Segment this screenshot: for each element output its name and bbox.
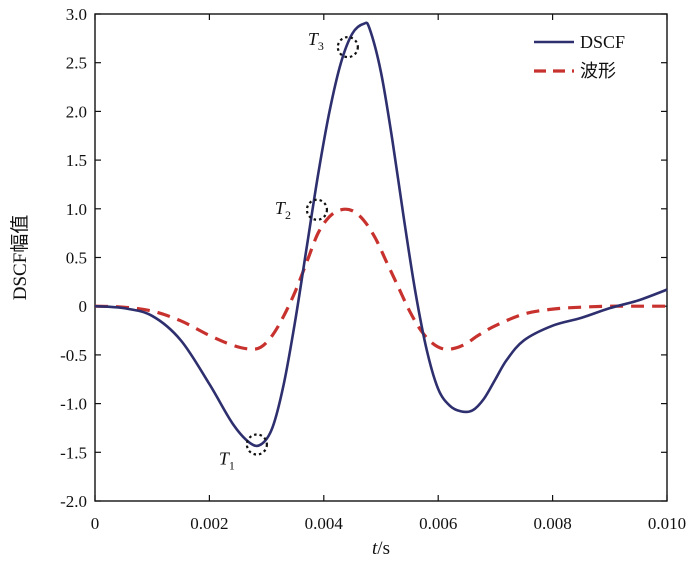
y-tick-label: -1.0 — [60, 395, 87, 414]
annotation-circle-3 — [336, 36, 359, 59]
annotation-label-3: T3 — [308, 29, 324, 53]
y-tick-label: 1.0 — [66, 200, 87, 219]
y-tick-label: 1.5 — [66, 151, 87, 170]
y-tick-label: 0 — [79, 297, 88, 316]
annotation-circle-2 — [305, 198, 329, 221]
x-tick-label: 0.008 — [533, 514, 571, 533]
legend-label-2: 波形 — [580, 61, 616, 81]
series-line-dscf — [94, 21, 668, 448]
axis-ticks: 0 0.002 0.004 0.006 0.008 0.010 3.0 2.5 2.0 1.5 1.… — [60, 5, 686, 533]
y-tick-label: -0.5 — [60, 346, 87, 365]
annotation-circle-1 — [245, 433, 268, 456]
y-tick-label: 3.0 — [66, 5, 87, 24]
plot-frame — [94, 13, 668, 502]
y-tick-label: -1.5 — [60, 443, 87, 462]
legend-label-1: DSCF — [580, 32, 625, 52]
x-axis-label: t/s — [372, 538, 390, 559]
series-line-waveform — [94, 207, 668, 351]
annotation-label-2: T2 — [275, 198, 291, 222]
plot-border — [94, 13, 668, 502]
annotations: T1 T2 T3 — [219, 29, 359, 473]
y-axis-label: DSCF幅值 — [9, 215, 31, 301]
x-tick-label: 0 — [91, 514, 100, 533]
y-tick-label: 0.5 — [66, 249, 87, 268]
y-tick-label: -2.0 — [60, 492, 87, 511]
annotation-label-1: T1 — [219, 449, 235, 473]
x-tick-label: 0.002 — [190, 514, 228, 533]
legend: DSCF 波形 — [534, 32, 625, 81]
x-tick-label: 0.006 — [419, 514, 457, 533]
series-lines — [94, 21, 668, 448]
x-tick-label: 0.004 — [305, 514, 344, 533]
y-tick-label: 2.0 — [66, 102, 87, 121]
x-tick-label: 0.010 — [648, 514, 686, 533]
y-tick-label: 2.5 — [66, 54, 87, 73]
